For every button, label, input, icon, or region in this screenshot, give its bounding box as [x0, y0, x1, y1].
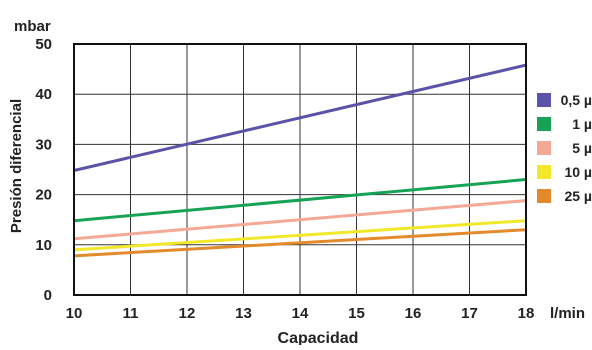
- series-line-5: [73, 228, 527, 258]
- legend-label: 0,5 µ: [561, 92, 592, 108]
- series-line-1: [73, 63, 527, 172]
- x-tick-label: 11: [123, 305, 139, 322]
- legend-label: 5 µ: [572, 140, 592, 156]
- x-axis-label: Capacidad: [278, 330, 359, 345]
- legend-swatch: [537, 117, 551, 131]
- y-tick-label: 40: [35, 86, 52, 103]
- x-tick-label: 17: [461, 305, 478, 322]
- series-line-4: [73, 219, 527, 252]
- legend-label: 10 µ: [564, 164, 592, 180]
- legend-swatch: [537, 141, 551, 155]
- legend: 0,5 µ 1 µ 5 µ 10 µ 25 µ: [537, 92, 592, 204]
- y-tick-label: 20: [35, 187, 52, 204]
- x-tick-label: 14: [292, 305, 309, 322]
- x-axis-unit: l/min: [550, 305, 585, 322]
- series-line-3: [73, 199, 527, 241]
- y-axis-unit: mbar: [14, 18, 51, 35]
- x-tick-label: 12: [179, 305, 196, 322]
- x-tick-label: 10: [66, 305, 83, 322]
- y-axis-label: Presión diferencial: [8, 99, 25, 233]
- y-tick-label: 10: [35, 237, 52, 254]
- plot-frame: [73, 43, 527, 296]
- x-tick-label: 16: [405, 305, 422, 322]
- x-tick-label: 13: [235, 305, 252, 322]
- y-tick-label: 50: [35, 36, 52, 53]
- legend-swatch: [537, 165, 551, 179]
- series-lines: [73, 63, 527, 258]
- legend-label: 1 µ: [572, 116, 592, 132]
- x-axis-ticks: 10 11 12 13 14 15 16 17 18: [66, 305, 535, 322]
- y-tick-label: 30: [35, 136, 52, 153]
- legend-label: 25 µ: [564, 188, 592, 204]
- y-tick-label: 0: [44, 287, 52, 304]
- x-tick-label: 18: [518, 305, 535, 322]
- legend-swatch: [537, 93, 551, 107]
- series-line-2: [73, 178, 527, 223]
- legend-swatch: [537, 189, 551, 203]
- y-axis-ticks: 0 10 20 30 40 50: [35, 36, 52, 304]
- x-tick-label: 15: [348, 305, 365, 322]
